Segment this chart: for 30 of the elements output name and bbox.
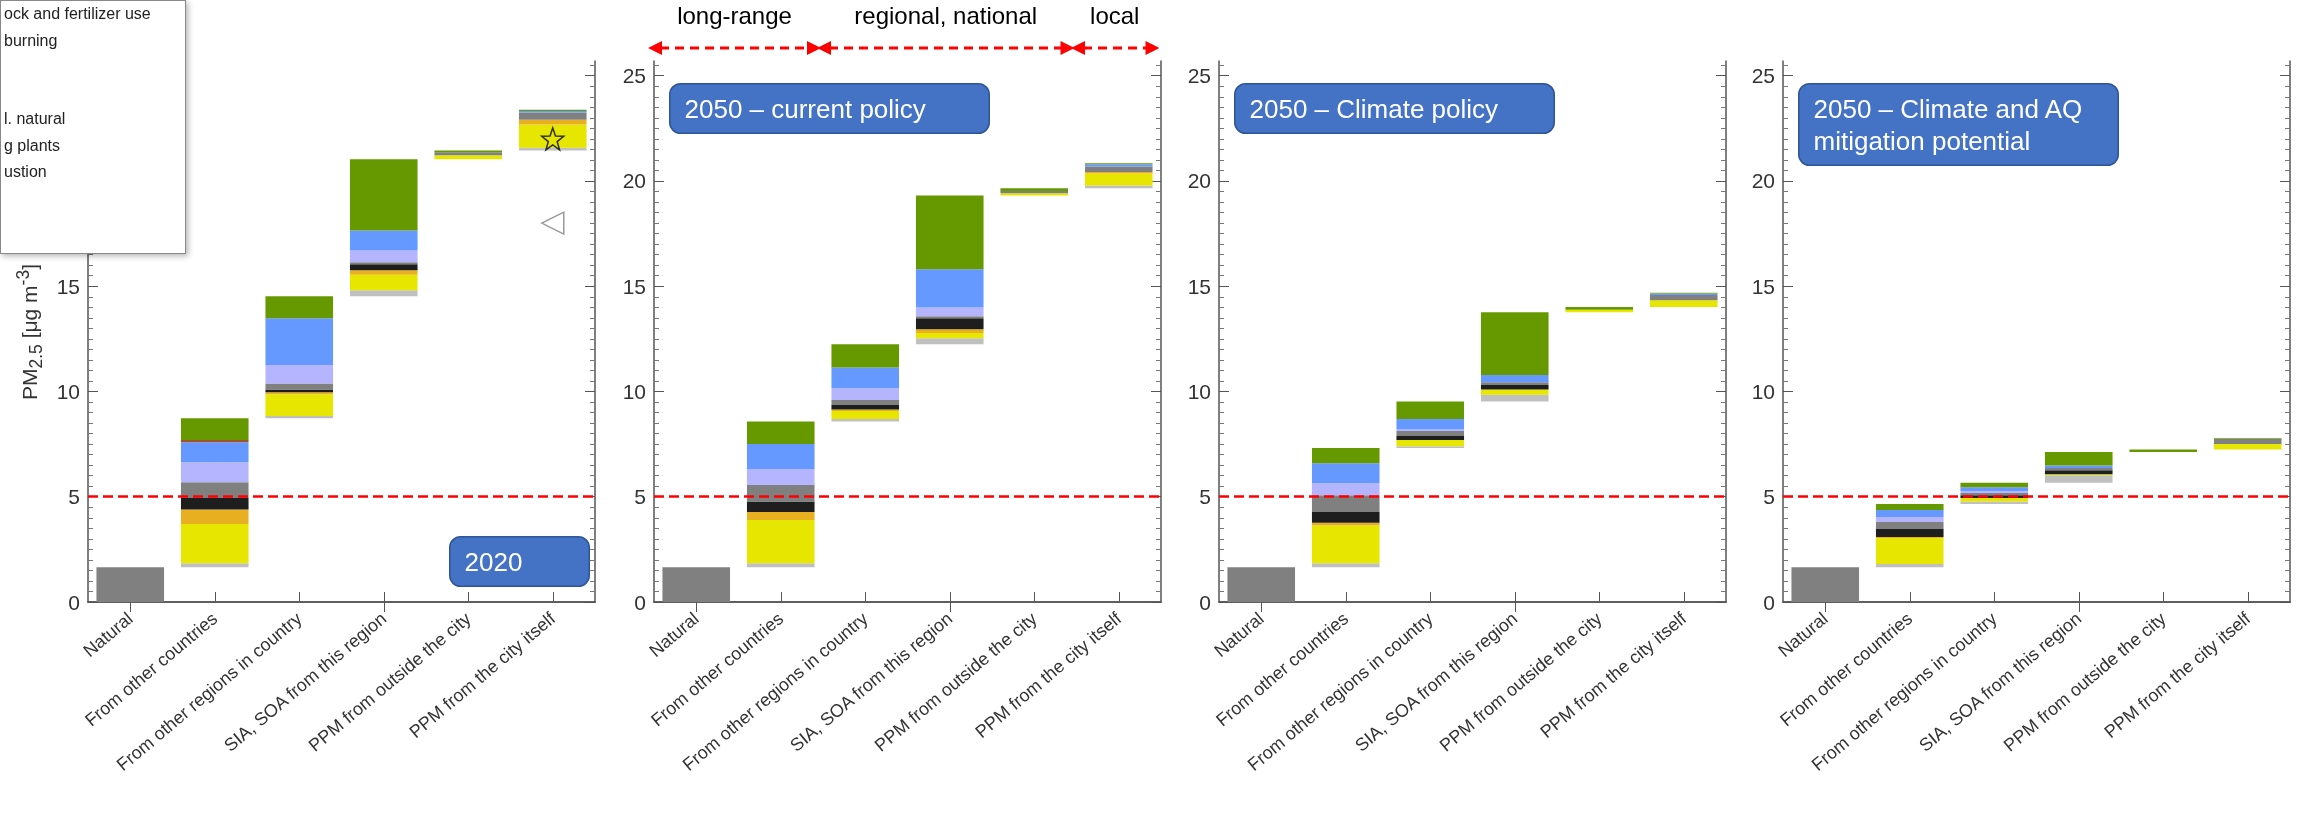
y-tick-label: 10 xyxy=(622,379,646,403)
y-tick-label: 0 xyxy=(1763,590,1775,614)
annotation: 2020 xyxy=(464,546,523,577)
y-tick-label: 5 xyxy=(1763,485,1775,509)
y-tick-label: 20 xyxy=(1751,169,1775,193)
y-tick-label: 15 xyxy=(56,274,80,298)
y-tick-label: 0 xyxy=(68,590,80,614)
text: local xyxy=(1089,2,1141,30)
text: regional, national xyxy=(853,2,1039,30)
y-tick-label: 10 xyxy=(1751,379,1775,403)
y-tick-label: 0 xyxy=(634,590,646,614)
y-tick-label: 25 xyxy=(1751,64,1775,88)
y-tick-label: 5 xyxy=(68,485,80,509)
text: long-range xyxy=(676,2,793,30)
y-tick-label: 5 xyxy=(634,485,646,509)
y-tick-label: 20 xyxy=(1187,169,1211,193)
y-tick-label: 10 xyxy=(1187,379,1211,403)
y-tick-label: 5 xyxy=(1199,485,1211,509)
y-tick-label: 15 xyxy=(622,274,646,298)
y-tick-label: 25 xyxy=(1187,64,1211,88)
annotation: 2050 – current policy xyxy=(684,93,926,124)
y-tick-label: 10 xyxy=(56,379,80,403)
y-tick-label: 15 xyxy=(1751,274,1775,298)
annotation: 2050 – Climate policy xyxy=(1249,93,1499,124)
y-tick-label: 15 xyxy=(1187,274,1211,298)
legend-box: ock and fertilizer use burning l. natural g plants ustion xyxy=(0,0,186,254)
y-tick-label: 0 xyxy=(1199,590,1211,614)
y-tick-label: 20 xyxy=(622,169,646,193)
annotation: 2050 – Climate and AQ mitigation potential xyxy=(1813,93,2090,156)
y-tick-label: 25 xyxy=(622,64,646,88)
